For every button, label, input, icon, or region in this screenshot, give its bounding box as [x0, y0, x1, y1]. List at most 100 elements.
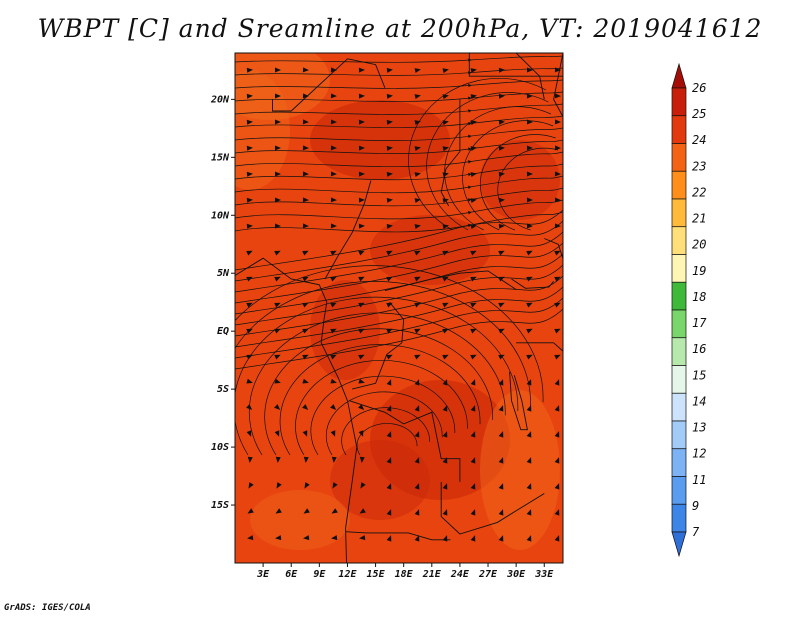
- colorbar-label: 7: [692, 525, 700, 539]
- flow-arrow: [498, 431, 504, 438]
- streamline: [479, 134, 556, 231]
- flow-arrow: [302, 67, 309, 73]
- flow-arrow: [442, 354, 449, 360]
- colorbar-label: 19: [692, 264, 706, 278]
- flow-arrow: [498, 67, 505, 73]
- streamline: [235, 139, 563, 154]
- flow-arrow: [274, 250, 281, 256]
- streamline: [235, 163, 563, 181]
- flow-arrow: [360, 482, 366, 489]
- lat-tick-label: 5S: [217, 384, 229, 395]
- flow-arrow: [302, 404, 309, 411]
- flow-arrow: [470, 146, 477, 151]
- flow-arrow: [246, 119, 253, 125]
- flow-arrow: [274, 354, 281, 360]
- flow-arrow: [276, 482, 282, 489]
- flow-arrow: [470, 405, 476, 412]
- flow-arrow: [554, 250, 561, 256]
- colorbar-segment: [671, 226, 687, 255]
- flow-arrow: [386, 431, 392, 438]
- flow-arrow: [414, 172, 421, 178]
- colorbar-label: 14: [692, 394, 706, 408]
- flow-arrow: [414, 250, 421, 256]
- flow-arrow: [386, 197, 393, 203]
- colorbar-segment: [671, 115, 687, 144]
- flow-arrow: [247, 456, 253, 463]
- flow-arrow: [274, 197, 281, 203]
- flow-arrow: [246, 276, 253, 282]
- border-line: [516, 342, 563, 352]
- flow-arrow: [498, 354, 505, 360]
- flow-arrow: [246, 430, 252, 437]
- flow-arrow: [470, 94, 477, 99]
- flow-arrow: [330, 145, 337, 151]
- flow-arrow: [274, 171, 281, 177]
- streamline: [235, 199, 563, 220]
- flow-arrow: [498, 197, 505, 203]
- flow-arrow: [386, 535, 392, 542]
- flow-arrow: [246, 250, 253, 256]
- streamline: [408, 77, 547, 231]
- colorbar-label: 12: [692, 447, 706, 461]
- flow-arrow: [246, 171, 253, 177]
- flow-arrow: [358, 145, 365, 151]
- flow-arrow: [274, 276, 281, 282]
- flow-arrow: [302, 276, 309, 282]
- flow-arrow: [386, 119, 393, 125]
- flow-arrow: [554, 405, 560, 412]
- streamline: [444, 106, 551, 231]
- colorbar-label: 21: [692, 212, 706, 226]
- colorbar-label: 16: [692, 342, 706, 356]
- flow-arrow: [498, 302, 505, 308]
- flow-arrow: [359, 535, 366, 541]
- streamlines: [235, 55, 563, 542]
- streamline: [235, 296, 519, 456]
- flow-arrow: [498, 93, 505, 99]
- border-line: [468, 53, 563, 77]
- flow-arrow: [358, 171, 365, 177]
- flow-arrow: [331, 508, 338, 514]
- flow-arrow: [330, 328, 337, 334]
- colorbar-label: 11: [692, 473, 706, 487]
- flow-arrow: [470, 509, 476, 516]
- flow-arrow: [554, 354, 561, 360]
- flow-arrow: [359, 508, 366, 514]
- flow-arrow: [302, 145, 309, 151]
- flow-arrow: [275, 535, 282, 541]
- colorbar-label: 13: [692, 421, 706, 435]
- colorbar-label: 17: [692, 316, 707, 330]
- flow-arrow: [302, 430, 308, 437]
- border-line: [349, 400, 461, 482]
- flow-arrow: [358, 354, 365, 360]
- flow-arrow: [470, 431, 476, 438]
- flow-arrow: [442, 120, 449, 126]
- streamline: [310, 375, 456, 456]
- flow-arrow: [554, 276, 561, 282]
- lon-tick-label: 6E: [285, 569, 298, 580]
- flow-arrow: [274, 302, 281, 308]
- flow-arrow: [442, 483, 448, 490]
- flow-arrow: [330, 404, 337, 411]
- colorbar-segment: [671, 254, 687, 283]
- flow-arrow: [358, 119, 365, 125]
- flow-arrow: [498, 119, 505, 125]
- streamline: [235, 297, 563, 359]
- border-line: [235, 257, 358, 563]
- streamline: [235, 115, 563, 128]
- flow-arrow: [247, 508, 254, 514]
- flow-arrow: [303, 535, 310, 541]
- lon-tick-label: 24E: [450, 569, 470, 580]
- flow-arrow: [554, 457, 560, 464]
- flow-arrow: [358, 197, 365, 203]
- flow-arrow: [358, 93, 365, 99]
- colorbar-segment: [671, 281, 687, 311]
- flow-arrow: [246, 197, 253, 203]
- shading-patch: [310, 100, 450, 180]
- flow-arrow: [359, 456, 365, 463]
- flow-arrow: [498, 379, 504, 386]
- colorbar-segment: [671, 143, 687, 172]
- flow-arrow: [274, 67, 281, 73]
- flow-arrow: [470, 535, 476, 542]
- flow-arrow: [246, 93, 253, 99]
- streamline: [235, 187, 563, 207]
